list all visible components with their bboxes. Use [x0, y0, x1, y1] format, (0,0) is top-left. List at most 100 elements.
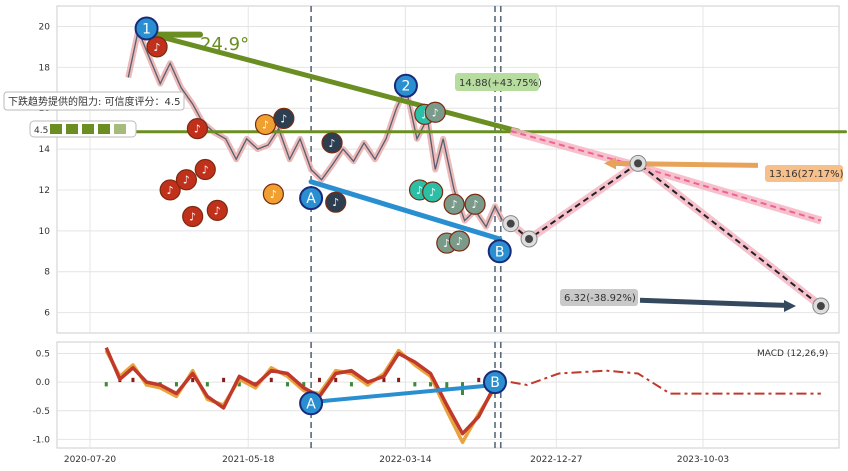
note-marker-bg-5	[194, 158, 216, 181]
note-marker-bg-17	[443, 193, 465, 215]
xtick-4: 2023-10-03	[677, 455, 729, 465]
note-marker-0: ♪	[146, 36, 168, 58]
price-ytick-7: 20	[39, 22, 51, 32]
price-ytick-0: 6	[44, 309, 50, 319]
note-marker-10: ♪	[321, 132, 343, 154]
macd-panel	[56, 341, 840, 449]
note-marker-7: ♪	[254, 113, 277, 136]
xtick-2: 2022-03-14	[379, 455, 432, 465]
macd-hist-bar-19	[397, 377, 401, 383]
price-ytick-3: 12	[39, 186, 50, 196]
badge-star-1	[50, 124, 62, 134]
macd-hist-bar-11	[269, 377, 273, 383]
macd-hist-bar-15	[334, 377, 338, 383]
target-mid-text: 13.16(27.17%)	[769, 169, 844, 180]
note-marker-bg-4	[182, 205, 204, 228]
note-marker-icon-12: ♪	[421, 108, 428, 121]
note-marker-5: ♪	[194, 158, 216, 181]
macd-hist-bar-12	[286, 382, 290, 387]
note-marker-3: ♪	[175, 169, 198, 191]
arrow-down-head	[784, 300, 796, 313]
target-label-mid: 13.16(27.17%)	[765, 165, 844, 182]
macd-hist-bar-13	[302, 382, 306, 387]
xtick-1: 2021-05-18	[222, 455, 275, 465]
price-ytick-2: 10	[39, 227, 51, 237]
note-marker-icon-19: ♪	[472, 198, 479, 211]
macd-line-0	[104, 348, 497, 445]
macd-hist-bar-16	[349, 382, 353, 387]
note-marker-1: ♪	[159, 179, 181, 201]
series-layer	[104, 27, 821, 445]
macd-trendline-0	[310, 382, 496, 405]
arrow-mid-head	[604, 157, 616, 170]
note-marker-icon-14: ♪	[416, 184, 423, 197]
note-marker-icon-15: ♪	[429, 186, 436, 199]
target-down-bg	[560, 289, 638, 306]
note-marker-6: ♪	[206, 199, 228, 221]
note-marker-icon-1: ♪	[167, 184, 174, 197]
note-marker-bg-8	[262, 183, 284, 205]
macd-ytick-1: -0.5	[32, 407, 50, 417]
note-marker-icon-17: ♪	[451, 198, 458, 211]
pivot-label-text-B: B	[495, 244, 505, 260]
pivot-label-text-2: 2	[401, 79, 410, 95]
pivot-label-text-1: 1	[142, 21, 151, 37]
note-marker-icon-4: ♪	[189, 211, 196, 224]
badge-star-3	[82, 124, 94, 134]
note-marker-icon-11: ♪	[332, 196, 339, 209]
macd-hist-bar-5	[174, 382, 178, 387]
macd-hist-bar-21	[429, 382, 433, 387]
pivot-label-1: 1	[134, 16, 159, 41]
price-trendline-3	[308, 179, 503, 242]
macd-hist-bar-24	[477, 377, 481, 383]
tooltip-bg	[3, 91, 185, 111]
note-marker-icon-8: ♪	[270, 188, 277, 201]
note-marker-icon-18: ♪	[456, 235, 463, 248]
badge-star-2	[66, 124, 78, 134]
resistance-tooltip: 下跌趋势提供的阻力: 可信度评分：4.5	[3, 91, 185, 111]
xtick-0: 2020-07-20	[64, 455, 117, 465]
xtick-3: 2022-12-27	[530, 455, 582, 465]
note-marker-bg-0	[146, 36, 168, 58]
target-up-text: 14.88(+43.75%)	[459, 78, 542, 89]
macd-hist-bar-8	[222, 377, 226, 383]
macd-pivot-label-A: A	[299, 391, 324, 416]
note-marker-9: ♪	[273, 107, 295, 130]
note-marker-icon-13: ♪	[432, 106, 439, 119]
note-marker-15: ♪	[422, 181, 444, 203]
note-marker-bg-13	[424, 101, 446, 123]
note-marker-icon-5: ♪	[202, 164, 209, 177]
pivot-label-bg-1	[134, 16, 159, 41]
macd-pivot-label-text-B: B	[490, 375, 500, 391]
pivot-label-bg-A	[299, 186, 324, 211]
macd-hist-bar-22	[445, 382, 449, 391]
pivot-label-A: A	[299, 186, 324, 211]
macd-hist-bar-18	[382, 377, 386, 383]
badge-star-5	[114, 124, 126, 134]
macd-line-1	[104, 347, 497, 436]
pivot-label-bg-B	[487, 239, 512, 264]
pivot-label-B: B	[487, 239, 512, 264]
macd-legend: MACD (12,26,9)	[757, 349, 828, 359]
angle-label: 24.9°	[200, 34, 249, 55]
macd-ytick-3: 0.5	[36, 349, 50, 359]
note-marker-bg-15	[422, 181, 444, 203]
note-marker-icon-3: ♪	[183, 174, 190, 187]
macd-pivot-label-bg-B	[482, 370, 507, 395]
note-marker-17: ♪	[443, 193, 465, 215]
macd-hist-bar-7	[205, 382, 209, 387]
note-marker-19: ♪	[464, 193, 486, 215]
target-label-down: 6.32(-38.92%)	[560, 289, 638, 306]
macd-hist-bar-9	[237, 382, 241, 387]
note-marker-13: ♪	[424, 101, 446, 123]
price-ytick-1: 8	[44, 268, 50, 278]
badge-star-4	[98, 124, 110, 134]
arrow-down-shaft	[639, 297, 787, 308]
macd-ytick-0: -1.0	[32, 435, 50, 445]
forecast-node-dot-2	[634, 159, 643, 168]
macd-ytick-2: 0.0	[36, 378, 51, 388]
note-marker-bg-2	[186, 118, 209, 140]
forecast-node-dot-0	[506, 219, 515, 228]
